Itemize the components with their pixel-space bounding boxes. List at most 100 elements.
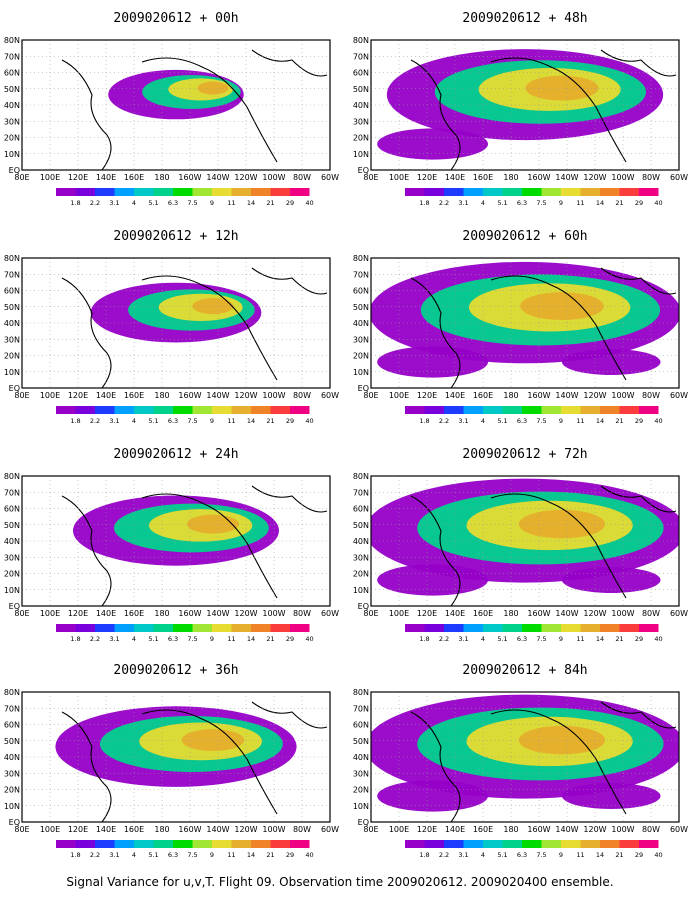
colorbar-swatch — [580, 624, 600, 632]
lat-tick-label: 60N — [4, 721, 20, 730]
colorbar-label: 1.8 — [419, 417, 429, 425]
lat-tick-label: 80N — [353, 254, 369, 263]
colorbar-swatch — [173, 840, 193, 848]
lat-tick-label: 80N — [353, 472, 369, 481]
lon-tick-label: 80W — [293, 173, 311, 182]
lat-tick-label: 30N — [353, 553, 369, 562]
map-frame — [370, 39, 680, 171]
colorbar-label: 40 — [305, 851, 313, 859]
colorbar-label: 29 — [286, 199, 294, 207]
lat-tick-label: 10N — [4, 368, 20, 377]
colorbar-swatch — [231, 406, 251, 414]
colorbar-label: 3.1 — [109, 199, 119, 207]
colorbar-label: 6.3 — [517, 635, 527, 643]
colorbar-label: 2.2 — [90, 199, 100, 207]
colorbar-swatch — [95, 840, 115, 848]
lat-tick-label: 70N — [4, 52, 20, 61]
colorbar-swatch — [561, 840, 581, 848]
colorbar-swatch — [522, 624, 542, 632]
colorbar-label: 40 — [305, 417, 313, 425]
lat-tick-label: 70N — [353, 704, 369, 713]
colorbar-label: 5.1 — [148, 417, 158, 425]
colorbar-swatch — [134, 840, 154, 848]
lon-tick-label: 160W — [527, 825, 550, 834]
colorbar-swatch — [75, 624, 95, 632]
lon-tick-label: 180 — [154, 391, 169, 400]
colorbar-label: 29 — [635, 635, 643, 643]
lon-tick-label: 120E — [417, 173, 437, 182]
lat-tick-label: 10N — [4, 586, 20, 595]
lat-tick-label: EQ — [9, 602, 20, 611]
colorbar-label: 21 — [615, 635, 623, 643]
colorbar-label: 9 — [210, 199, 214, 207]
contour-fill — [197, 81, 229, 95]
colorbar-swatch — [541, 188, 561, 196]
coastline — [251, 485, 328, 513]
map-panel: 2009020612 + 48h 80E 100E 120E 140E 160E 180 16… — [353, 11, 688, 207]
colorbar-swatch — [56, 188, 76, 196]
lon-tick-label: 80W — [293, 609, 311, 618]
lon-tick-label: 180 — [154, 825, 169, 834]
colorbar-swatch — [231, 188, 251, 196]
colorbar-swatch — [153, 188, 173, 196]
colorbar-swatch — [424, 188, 444, 196]
colorbar-swatch — [114, 624, 134, 632]
lat-tick-label: 10N — [353, 586, 369, 595]
lon-tick-label: 140E — [445, 609, 465, 618]
colorbar-label: 1.8 — [70, 199, 80, 207]
colorbar-swatch — [95, 624, 115, 632]
coastline — [600, 485, 677, 513]
coastline — [410, 277, 461, 388]
colorbar-label: 11 — [576, 417, 584, 425]
colorbar-swatch — [561, 406, 581, 414]
colorbar-label: 9 — [559, 851, 563, 859]
lat-tick-label: 40N — [353, 537, 369, 546]
colorbar-swatch — [231, 624, 251, 632]
lon-tick-label: 100E — [389, 825, 409, 834]
colorbar-swatch — [290, 188, 310, 196]
coastline — [410, 711, 461, 822]
colorbar-swatch — [173, 188, 193, 196]
coastline — [141, 275, 278, 381]
colorbar-swatch — [463, 188, 483, 196]
colorbar-swatch — [212, 188, 232, 196]
lon-tick-label: 140W — [555, 173, 578, 182]
variance-field — [377, 49, 677, 170]
colorbar-swatch — [290, 624, 310, 632]
panel-title: 2009020612 + 60h — [462, 229, 587, 244]
lon-tick-label: 160W — [527, 173, 550, 182]
colorbar-swatch — [541, 406, 561, 414]
colorbar-swatch — [580, 406, 600, 414]
coastline — [251, 701, 328, 729]
colorbar-label: 6.3 — [168, 851, 178, 859]
lon-tick-label: 160E — [473, 609, 493, 618]
colorbar-swatch — [134, 624, 154, 632]
colorbar-swatch — [600, 624, 620, 632]
colorbar-label: 3.1 — [109, 635, 119, 643]
lon-tick-label: 120W — [583, 391, 606, 400]
coastline — [490, 275, 627, 381]
lat-tick-label: 50N — [4, 521, 20, 530]
lat-tick-label: 10N — [353, 802, 369, 811]
colorbar-label: 7.5 — [536, 851, 546, 859]
colorbar-swatch — [134, 406, 154, 414]
lat-tick-label: 40N — [353, 101, 369, 110]
contour-fill — [192, 298, 234, 315]
lon-tick-label: 160E — [124, 391, 144, 400]
colorbar-swatch — [639, 406, 659, 414]
colorbar-swatch — [405, 406, 425, 414]
colorbar-label: 7.5 — [187, 417, 197, 425]
lat-tick-label: 80N — [4, 472, 20, 481]
lon-tick-label: 100E — [40, 609, 60, 618]
contour-fill — [561, 349, 661, 375]
lon-tick-label: 160E — [473, 825, 493, 834]
lat-tick-label: 70N — [353, 488, 369, 497]
lon-tick-label: 140E — [445, 173, 465, 182]
colorbar-label: 40 — [654, 635, 662, 643]
colorbar-swatch — [502, 406, 522, 414]
lon-tick-label: 120W — [583, 825, 606, 834]
lon-tick-label: 140W — [206, 173, 229, 182]
colorbar-swatch — [580, 840, 600, 848]
panel-title: 2009020612 + 12h — [113, 229, 238, 244]
colorbar-swatch — [463, 406, 483, 414]
